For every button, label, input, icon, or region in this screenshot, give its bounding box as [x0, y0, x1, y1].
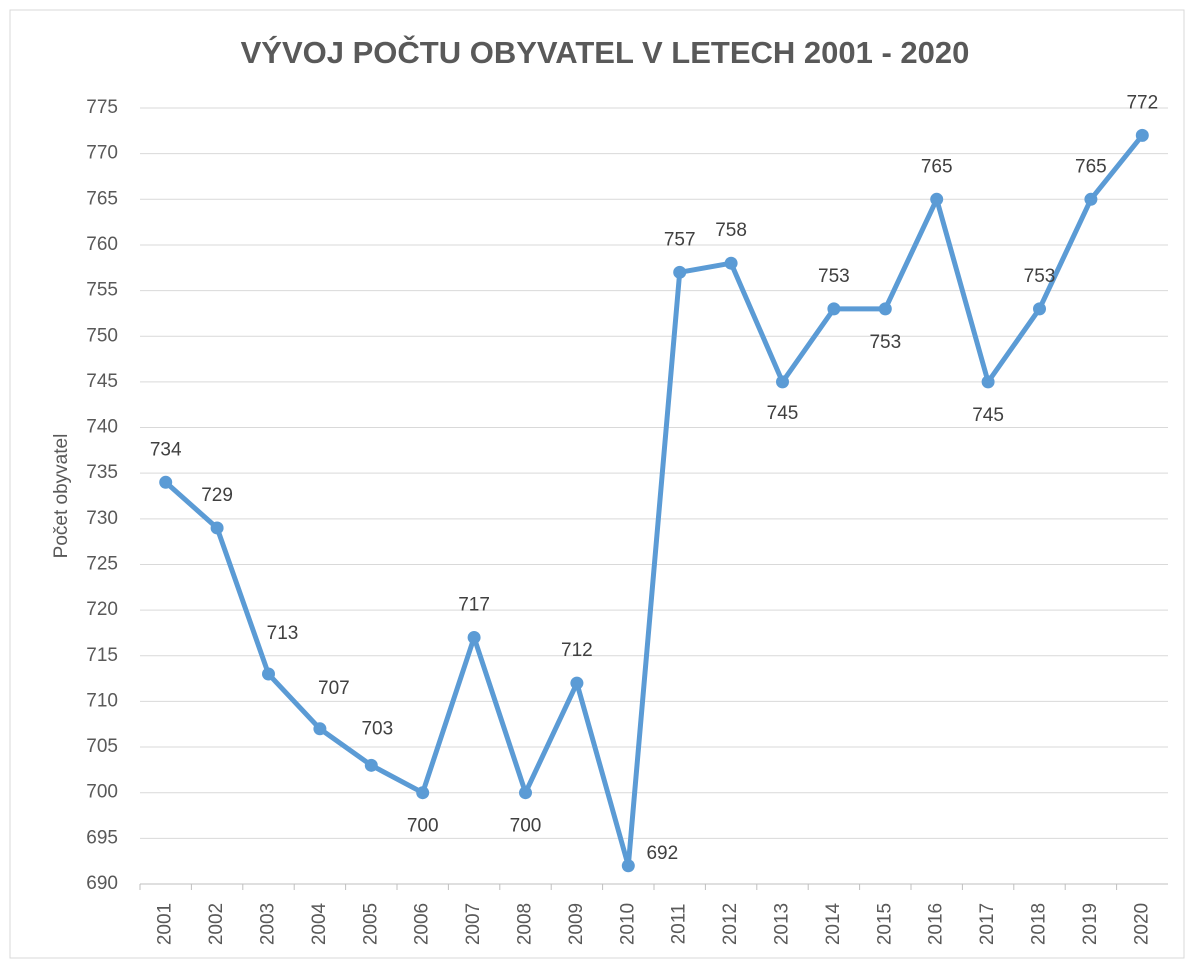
x-tick-label: 2007	[463, 903, 484, 945]
data-point	[621, 859, 635, 873]
x-tick-label: 2018	[1029, 903, 1050, 945]
y-tick-label: 740	[86, 417, 118, 438]
data-point	[1033, 302, 1046, 316]
y-tick-label: 755	[86, 280, 118, 301]
x-tick-label: 2008	[515, 903, 536, 945]
x-tick-label: 2015	[874, 903, 895, 945]
data-point	[364, 758, 378, 772]
y-tick-label: 730	[86, 508, 118, 529]
chart-title: VÝVOJ POČTU OBYVATEL V LETECH 2001 - 202…	[241, 34, 970, 70]
data-point	[313, 722, 327, 736]
data-point	[827, 302, 841, 316]
data-point	[416, 786, 430, 800]
data-point	[878, 302, 892, 316]
y-tick-label: 710	[86, 690, 118, 711]
data-label: 753	[818, 266, 850, 287]
x-tick-label: 2009	[566, 903, 587, 945]
data-label: 734	[150, 439, 182, 460]
y-tick-label: 705	[86, 736, 118, 757]
data-label: 753	[1024, 266, 1056, 287]
data-point	[519, 786, 532, 800]
data-label: 703	[361, 718, 393, 739]
data-point	[776, 375, 789, 389]
x-tick-label: 2004	[309, 902, 330, 945]
y-tick-label: 735	[86, 462, 118, 483]
data-label: 692	[646, 843, 678, 864]
y-tick-label: 750	[86, 325, 118, 346]
data-label: 753	[869, 332, 901, 353]
y-tick-label: 765	[86, 188, 118, 209]
y-tick-label: 725	[86, 553, 118, 574]
y-tick-label: 700	[86, 782, 118, 803]
x-tick-label: 2014	[823, 902, 844, 945]
y-tick-label: 715	[86, 645, 118, 666]
x-tick-label: 2020	[1131, 903, 1152, 945]
data-label: 712	[561, 640, 593, 661]
x-tick-label: 2017	[977, 903, 998, 945]
data-label: 745	[972, 405, 1004, 426]
data-label: 772	[1126, 92, 1158, 113]
data-point	[930, 192, 944, 206]
x-tick-label: 2013	[772, 903, 793, 945]
data-point	[981, 375, 995, 389]
line	[164, 133, 1145, 869]
x-tick-label: 2002	[206, 903, 227, 945]
y-tick-label: 690	[86, 873, 118, 894]
data-point	[724, 256, 738, 270]
x-tick-label: 2010	[617, 903, 638, 945]
x-tick-label: 2012	[720, 903, 741, 945]
x-tick-label: 2005	[360, 903, 381, 945]
data-point	[159, 475, 173, 489]
y-tick-label: 695	[86, 827, 118, 848]
data-label: 700	[407, 816, 439, 837]
chart-border	[9, 9, 1185, 959]
data-point	[673, 265, 687, 279]
y-tick-label: 775	[86, 97, 118, 118]
data-label: 713	[267, 623, 299, 644]
data-point	[467, 631, 481, 645]
data-point	[1135, 128, 1149, 142]
data-label: 765	[1075, 156, 1107, 177]
data-label: 707	[318, 678, 350, 699]
y-axis-label: Počet obyvatel	[51, 434, 72, 559]
data-point	[570, 676, 584, 690]
data-label: 758	[715, 220, 747, 241]
data-point	[262, 667, 275, 681]
y-tick-label: 720	[86, 599, 118, 620]
x-tick-label: 2016	[926, 903, 947, 945]
y-tick-label: 770	[86, 143, 118, 164]
y-tick-label: 760	[86, 234, 118, 255]
x-tick-label: 2011	[669, 904, 690, 945]
x-tick-label: 2003	[258, 903, 279, 945]
x-tick-label: 2006	[412, 903, 433, 945]
data-label: 717	[458, 595, 490, 616]
y-tick-label: 745	[86, 371, 118, 392]
data-label: 757	[664, 229, 696, 250]
data-label: 700	[510, 816, 542, 837]
x-tick-label: 2019	[1080, 903, 1101, 945]
data-point	[210, 521, 224, 535]
data-label: 729	[201, 485, 233, 506]
data-label: 745	[767, 403, 799, 424]
data-point	[1084, 192, 1098, 206]
data-label: 765	[921, 156, 953, 177]
x-tick-label: 2001	[155, 903, 176, 945]
